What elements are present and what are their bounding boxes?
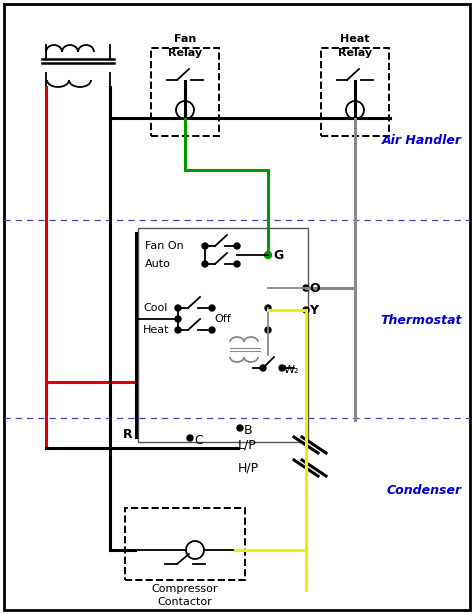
Circle shape bbox=[202, 243, 208, 249]
Text: Heat: Heat bbox=[143, 325, 170, 335]
Circle shape bbox=[264, 252, 272, 258]
Text: Y: Y bbox=[309, 303, 318, 316]
Text: Contactor: Contactor bbox=[158, 597, 212, 607]
Text: Off: Off bbox=[214, 314, 231, 324]
Circle shape bbox=[187, 435, 193, 441]
Text: W₂: W₂ bbox=[284, 365, 300, 375]
Circle shape bbox=[175, 305, 181, 311]
Text: R: R bbox=[123, 427, 133, 440]
Circle shape bbox=[260, 365, 266, 371]
Text: Cool: Cool bbox=[143, 303, 167, 313]
Text: Air Handler: Air Handler bbox=[382, 133, 462, 147]
Text: C: C bbox=[194, 433, 203, 446]
Circle shape bbox=[279, 365, 285, 371]
Text: Fan: Fan bbox=[174, 34, 196, 44]
Circle shape bbox=[234, 261, 240, 267]
Text: B: B bbox=[244, 424, 253, 437]
Text: Relay: Relay bbox=[338, 48, 372, 58]
Circle shape bbox=[303, 307, 309, 313]
FancyBboxPatch shape bbox=[4, 4, 470, 610]
Text: Auto: Auto bbox=[145, 259, 171, 269]
Text: G: G bbox=[273, 249, 283, 262]
Circle shape bbox=[303, 285, 309, 291]
Circle shape bbox=[209, 327, 215, 333]
Text: Fan On: Fan On bbox=[145, 241, 184, 251]
Circle shape bbox=[237, 425, 243, 431]
Text: Heat: Heat bbox=[340, 34, 370, 44]
Circle shape bbox=[265, 327, 271, 333]
Text: Thermostat: Thermostat bbox=[381, 314, 462, 327]
Circle shape bbox=[265, 305, 271, 311]
Circle shape bbox=[209, 305, 215, 311]
Text: L/P: L/P bbox=[238, 438, 257, 451]
Text: H/P: H/P bbox=[238, 462, 259, 475]
Text: O: O bbox=[309, 281, 319, 295]
Text: Condenser: Condenser bbox=[387, 483, 462, 497]
Text: Compressor: Compressor bbox=[152, 584, 218, 594]
Circle shape bbox=[202, 261, 208, 267]
Circle shape bbox=[175, 316, 181, 322]
Circle shape bbox=[234, 243, 240, 249]
Text: Relay: Relay bbox=[168, 48, 202, 58]
Circle shape bbox=[175, 327, 181, 333]
